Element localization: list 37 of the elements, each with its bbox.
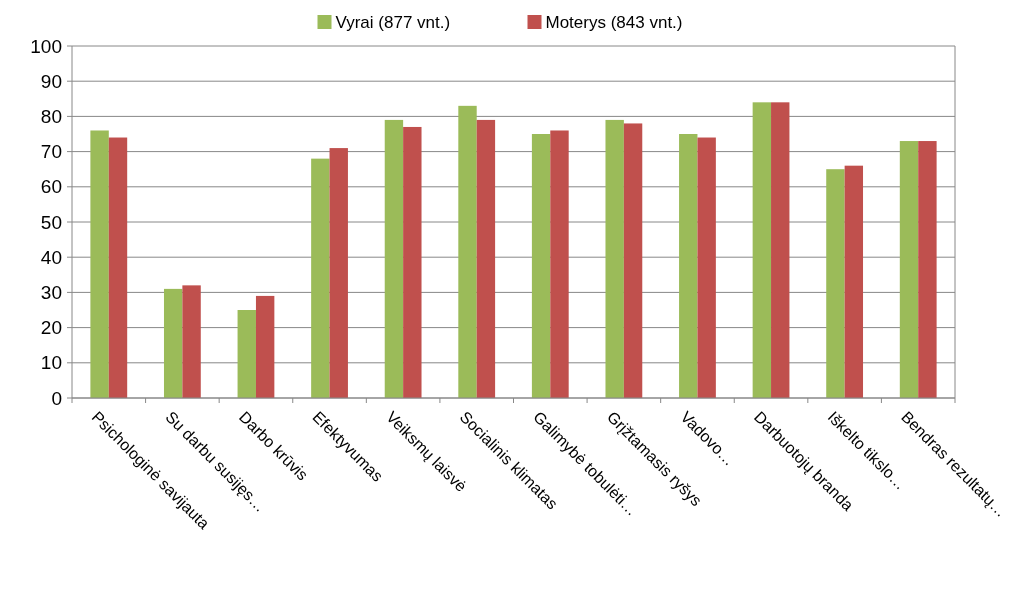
bar — [329, 148, 348, 398]
bar — [311, 158, 330, 398]
bar — [237, 310, 256, 398]
bar — [844, 165, 864, 398]
bar — [182, 285, 201, 398]
y-tick-label: 80 — [40, 106, 62, 128]
bar — [163, 288, 183, 398]
y-tick-label: 40 — [40, 246, 62, 268]
bar — [550, 130, 569, 398]
bar — [458, 105, 477, 398]
y-tick-label: 90 — [40, 70, 62, 92]
bar — [752, 102, 772, 398]
bar — [679, 134, 698, 398]
y-tick-label: 0 — [51, 387, 62, 409]
y-tick-label: 30 — [40, 282, 62, 304]
bar — [697, 137, 716, 398]
legend-label: Moterys (843 vnt.) — [545, 12, 683, 32]
bar — [108, 137, 128, 398]
y-tick-label: 50 — [40, 211, 62, 233]
bar — [90, 130, 109, 398]
y-tick-label: 70 — [40, 141, 62, 163]
bar — [255, 295, 275, 398]
bar — [476, 119, 496, 398]
legend-label: Vyrai (877 vnt.) — [335, 12, 451, 32]
y-tick-label: 10 — [40, 352, 62, 374]
bar — [531, 134, 551, 398]
bar — [918, 141, 937, 398]
bar — [899, 141, 919, 398]
bar — [826, 169, 845, 398]
bar — [605, 119, 624, 398]
y-tick-label: 60 — [40, 176, 62, 198]
y-tick-label: 100 — [30, 35, 62, 57]
bar — [384, 119, 404, 398]
bar — [623, 123, 643, 398]
bar — [771, 102, 790, 398]
y-tick-label: 20 — [40, 317, 62, 339]
bar — [403, 126, 422, 398]
